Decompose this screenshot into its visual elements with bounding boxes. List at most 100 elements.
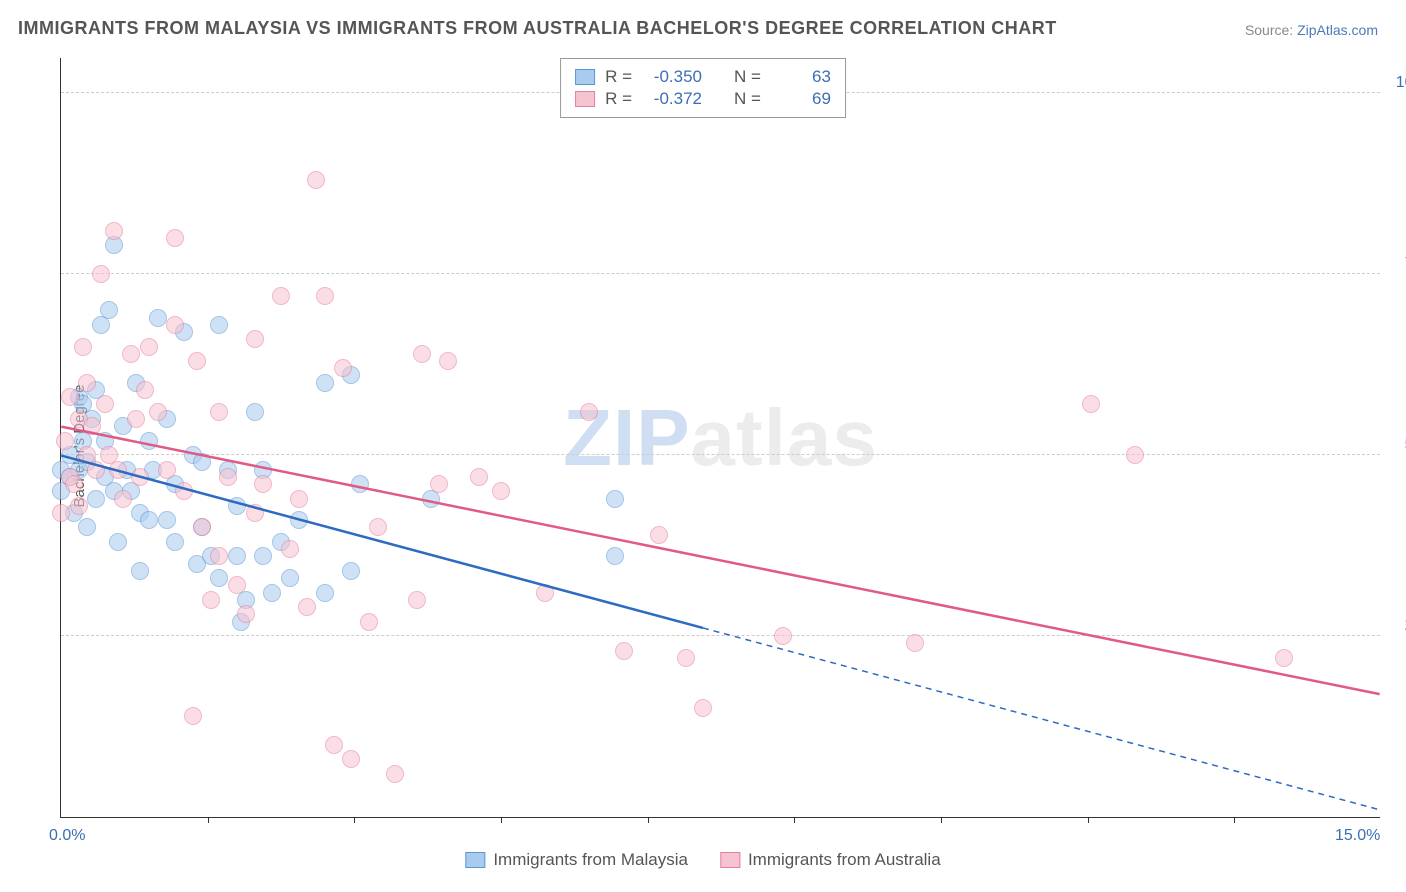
data-point [166, 229, 184, 247]
data-point [536, 584, 554, 602]
legend-row-australia: R = -0.372 N = 69 [575, 89, 831, 109]
data-point [140, 432, 158, 450]
x-tick-mark [941, 817, 942, 823]
r-label: R = [605, 89, 632, 109]
data-point [615, 642, 633, 660]
data-point [83, 417, 101, 435]
gridline [61, 273, 1380, 274]
data-point [439, 352, 457, 370]
swatch-malaysia [575, 69, 595, 85]
data-point [263, 584, 281, 602]
data-point [413, 345, 431, 363]
data-point [149, 403, 167, 421]
data-point [92, 265, 110, 283]
data-point [219, 468, 237, 486]
scatter-chart: ZIPatlas 25.0%50.0%75.0%100.0%0.0%15.0% [60, 58, 1380, 818]
x-tick-label: 15.0% [1335, 827, 1380, 845]
data-point [210, 403, 228, 421]
data-point [228, 576, 246, 594]
data-point [96, 395, 114, 413]
data-point [369, 518, 387, 536]
x-tick-mark [648, 817, 649, 823]
data-point [158, 461, 176, 479]
data-point [210, 569, 228, 587]
data-point [105, 222, 123, 240]
data-point [316, 584, 334, 602]
x-tick-mark [208, 817, 209, 823]
r-value-malaysia: -0.350 [642, 67, 702, 87]
data-point [360, 613, 378, 631]
data-point [136, 381, 154, 399]
data-point [87, 461, 105, 479]
data-point [166, 533, 184, 551]
series-name-australia: Immigrants from Australia [748, 850, 941, 870]
data-point [606, 490, 624, 508]
data-point [202, 591, 220, 609]
data-point [694, 699, 712, 717]
data-point [580, 403, 598, 421]
legend-top-box: R = -0.350 N = 63 R = -0.372 N = 69 [560, 58, 846, 118]
legend-bottom: Immigrants from Malaysia Immigrants from… [465, 850, 940, 870]
n-value-malaysia: 63 [771, 67, 831, 87]
data-point [298, 598, 316, 616]
n-label: N = [734, 89, 761, 109]
data-point [606, 547, 624, 565]
data-point [109, 461, 127, 479]
data-point [184, 707, 202, 725]
n-label: N = [734, 67, 761, 87]
data-point [70, 497, 88, 515]
legend-row-malaysia: R = -0.350 N = 63 [575, 67, 831, 87]
gridline [61, 454, 1380, 455]
swatch-australia [720, 852, 740, 868]
data-point [325, 736, 343, 754]
data-point [193, 453, 211, 471]
legend-item-australia: Immigrants from Australia [720, 850, 941, 870]
data-point [316, 374, 334, 392]
data-point [1126, 446, 1144, 464]
data-point [210, 547, 228, 565]
data-point [254, 547, 272, 565]
data-point [74, 338, 92, 356]
data-point [131, 468, 149, 486]
watermark-atlas: atlas [691, 393, 878, 482]
data-point [228, 497, 246, 515]
data-point [342, 562, 360, 580]
data-point [774, 627, 792, 645]
x-tick-mark [1234, 817, 1235, 823]
x-tick-label: 0.0% [49, 827, 85, 845]
data-point [237, 605, 255, 623]
r-label: R = [605, 67, 632, 87]
data-point [492, 482, 510, 500]
x-tick-mark [501, 817, 502, 823]
data-point [386, 765, 404, 783]
data-point [272, 287, 290, 305]
data-point [78, 518, 96, 536]
data-point [351, 475, 369, 493]
x-tick-mark [354, 817, 355, 823]
data-point [281, 540, 299, 558]
chart-title: IMMIGRANTS FROM MALAYSIA VS IMMIGRANTS F… [18, 18, 1057, 39]
data-point [228, 547, 246, 565]
data-point [906, 634, 924, 652]
source-label: Source: ZipAtlas.com [1245, 22, 1378, 38]
data-point [149, 309, 167, 327]
data-point [408, 591, 426, 609]
data-point [131, 562, 149, 580]
data-point [140, 338, 158, 356]
data-point [140, 511, 158, 529]
data-point [470, 468, 488, 486]
data-point [127, 410, 145, 428]
series-name-malaysia: Immigrants from Malaysia [493, 850, 688, 870]
data-point [650, 526, 668, 544]
data-point [430, 475, 448, 493]
swatch-australia [575, 91, 595, 107]
y-tick-label: 100.0% [1396, 74, 1406, 92]
data-point [342, 750, 360, 768]
watermark-logo: ZIPatlas [563, 392, 878, 484]
data-point [52, 504, 70, 522]
data-point [677, 649, 695, 667]
source-link[interactable]: ZipAtlas.com [1297, 22, 1378, 38]
data-point [254, 475, 272, 493]
data-point [246, 330, 264, 348]
source-prefix: Source: [1245, 22, 1297, 38]
